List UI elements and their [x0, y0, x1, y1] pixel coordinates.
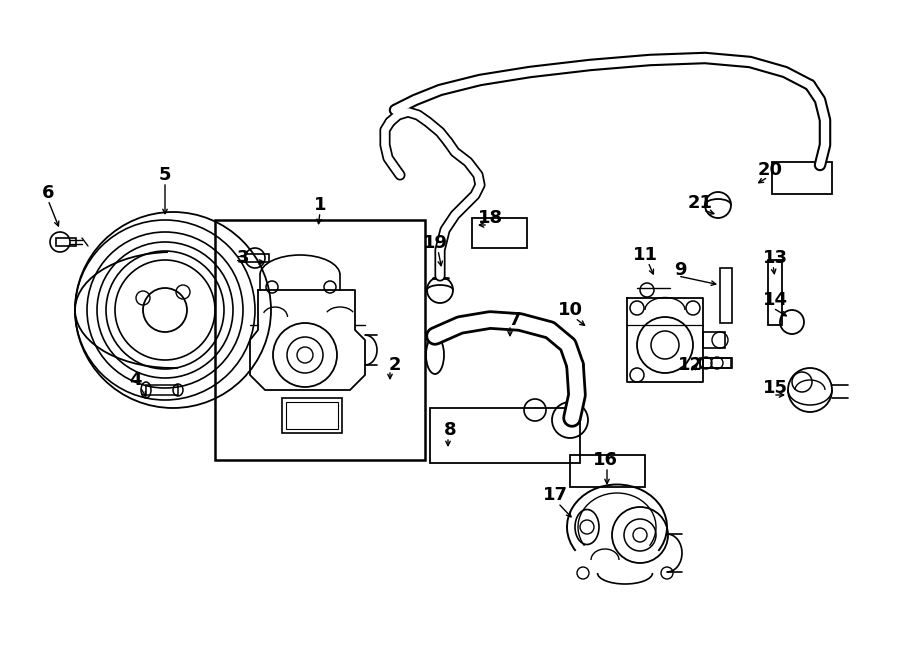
- Bar: [56, 238, 76, 246]
- Bar: [245, 254, 269, 262]
- Text: 18: 18: [477, 209, 502, 227]
- Bar: [430, 408, 580, 463]
- Text: 19: 19: [422, 234, 447, 252]
- Bar: [146, 385, 178, 395]
- Text: 2: 2: [389, 356, 401, 374]
- Bar: [215, 220, 425, 460]
- Bar: [720, 268, 732, 323]
- Text: 21: 21: [688, 194, 713, 212]
- Text: 7: 7: [508, 311, 521, 329]
- Bar: [282, 398, 342, 433]
- Text: 14: 14: [762, 291, 788, 309]
- Text: 8: 8: [444, 421, 456, 439]
- Bar: [703, 332, 725, 348]
- Text: 12: 12: [678, 356, 703, 374]
- Bar: [772, 162, 832, 194]
- Bar: [472, 218, 527, 248]
- Text: 6: 6: [41, 184, 54, 202]
- Bar: [703, 358, 731, 368]
- Bar: [570, 455, 645, 487]
- Text: 9: 9: [674, 261, 686, 279]
- Text: 20: 20: [758, 161, 782, 179]
- Bar: [286, 402, 338, 429]
- Text: 16: 16: [592, 451, 617, 469]
- Bar: [768, 260, 782, 325]
- Text: 17: 17: [543, 486, 568, 504]
- Text: 13: 13: [762, 249, 788, 267]
- Text: 3: 3: [237, 249, 249, 267]
- Text: 5: 5: [158, 166, 171, 184]
- Text: 1: 1: [314, 196, 326, 214]
- Text: 10: 10: [557, 301, 582, 319]
- Text: 11: 11: [633, 246, 658, 264]
- Text: 4: 4: [129, 371, 141, 389]
- Text: 15: 15: [762, 379, 788, 397]
- Bar: [700, 358, 732, 368]
